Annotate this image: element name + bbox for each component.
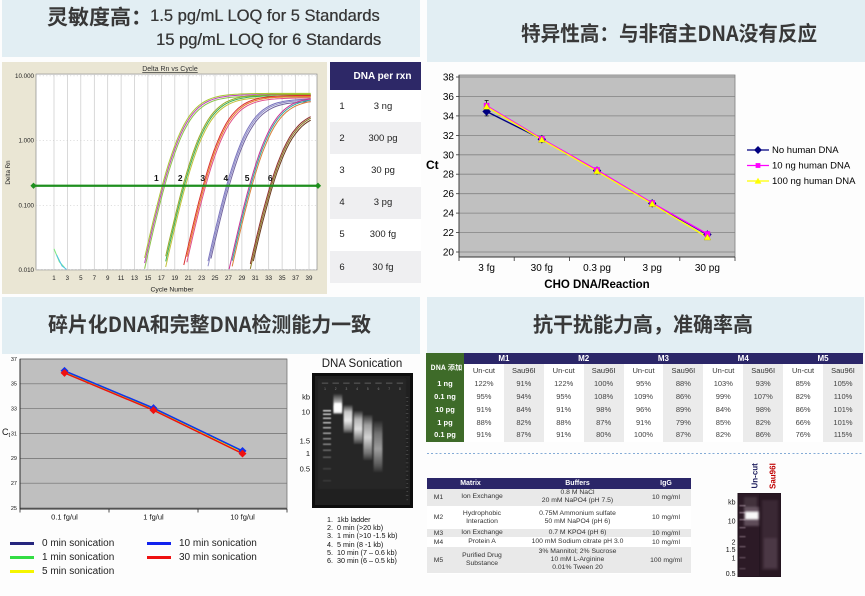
- svg-text:10 fg/ul: 10 fg/ul: [230, 513, 255, 522]
- svg-text:1.5: 1.5: [300, 437, 310, 446]
- svg-text:Cycle Number: Cycle Number: [151, 286, 195, 293]
- svg-text:1.000: 1.000: [19, 138, 35, 145]
- svg-text:1: 1: [306, 449, 310, 458]
- svg-text:4: 4: [356, 387, 358, 391]
- svg-text:29: 29: [11, 456, 17, 462]
- svg-text:34: 34: [443, 111, 455, 122]
- svg-text:4: 4: [224, 173, 229, 183]
- svg-text:1: 1: [732, 556, 736, 563]
- svg-text:5: 5: [245, 173, 250, 183]
- svg-text:1: 1: [324, 387, 326, 391]
- svg-text:25: 25: [11, 506, 17, 512]
- svg-text:CHO DNA/Reaction: CHO DNA/Reaction: [544, 279, 649, 291]
- svg-text:17: 17: [158, 275, 165, 282]
- svg-text:23: 23: [198, 275, 205, 282]
- svg-text:35: 35: [11, 382, 17, 388]
- svg-text:100 ng human DNA: 100 ng human DNA: [772, 176, 856, 187]
- svg-text:3: 3: [66, 275, 70, 282]
- svg-text:0.100: 0.100: [19, 202, 35, 209]
- svg-text:0.1 fg/ul: 0.1 fg/ul: [51, 513, 78, 522]
- svg-text:Delta Rn vs Cycle: Delta Rn vs Cycle: [142, 66, 198, 73]
- svg-text:Sau96I: Sau96I: [769, 463, 778, 489]
- svg-text:13: 13: [131, 275, 138, 282]
- svg-text:27: 27: [225, 275, 232, 282]
- svg-text:Ct: Ct: [2, 427, 11, 439]
- svg-text:1: 1: [52, 275, 56, 282]
- svg-text:8: 8: [399, 387, 401, 391]
- svg-text:26: 26: [443, 189, 455, 200]
- svg-text:20: 20: [443, 248, 455, 259]
- svg-text:2: 2: [178, 173, 183, 183]
- svg-text:3: 3: [346, 387, 348, 391]
- svg-text:29: 29: [238, 275, 245, 282]
- svg-text:10: 10: [728, 519, 736, 526]
- svg-text:0.010: 0.010: [19, 267, 35, 274]
- svg-text:5: 5: [367, 387, 369, 391]
- svg-text:Un-cut: Un-cut: [751, 463, 760, 489]
- svg-text:10 ng human DNA: 10 ng human DNA: [772, 161, 851, 172]
- svg-text:30: 30: [443, 150, 455, 161]
- svg-text:1: 1: [154, 173, 159, 183]
- svg-text:6: 6: [378, 387, 380, 391]
- svg-text:37: 37: [11, 357, 17, 363]
- svg-text:kb: kb: [728, 500, 736, 507]
- svg-text:6: 6: [268, 173, 273, 183]
- svg-text:28: 28: [443, 170, 455, 181]
- svg-text:0.3 pg: 0.3 pg: [583, 263, 611, 274]
- svg-text:25: 25: [212, 275, 219, 282]
- svg-text:21: 21: [185, 275, 192, 282]
- svg-text:Ct: Ct: [426, 158, 439, 172]
- svg-text:9: 9: [106, 275, 110, 282]
- svg-text:3 pg: 3 pg: [642, 263, 661, 274]
- svg-text:5: 5: [79, 275, 83, 282]
- svg-text:33: 33: [265, 275, 272, 282]
- svg-text:15: 15: [144, 275, 151, 282]
- svg-text:kb: kb: [302, 393, 310, 402]
- svg-text:31: 31: [252, 275, 259, 282]
- svg-text:31: 31: [11, 431, 17, 437]
- svg-text:30 pg: 30 pg: [695, 263, 720, 274]
- svg-text:3: 3: [200, 173, 205, 183]
- svg-text:2: 2: [335, 387, 337, 391]
- svg-text:33: 33: [11, 407, 17, 413]
- svg-text:DNA Sonication: DNA Sonication: [322, 358, 403, 370]
- svg-text:0.5: 0.5: [726, 571, 736, 578]
- svg-text:1 fg/ul: 1 fg/ul: [143, 513, 164, 522]
- svg-text:3 fg: 3 fg: [478, 263, 495, 274]
- svg-text:1.5: 1.5: [726, 547, 736, 554]
- svg-text:10.000: 10.000: [15, 73, 34, 80]
- svg-text:0.5: 0.5: [300, 465, 310, 474]
- svg-text:7: 7: [388, 387, 390, 391]
- svg-text:Delta Rn: Delta Rn: [5, 160, 12, 185]
- svg-text:39: 39: [306, 275, 313, 282]
- svg-text:19: 19: [171, 275, 178, 282]
- svg-text:32: 32: [443, 131, 455, 142]
- svg-text:38: 38: [443, 73, 455, 84]
- svg-text:27: 27: [11, 481, 17, 487]
- svg-text:24: 24: [443, 209, 455, 220]
- svg-text:36: 36: [443, 92, 455, 103]
- svg-text:22: 22: [443, 228, 455, 239]
- svg-text:No human DNA: No human DNA: [772, 145, 839, 156]
- svg-text:2: 2: [732, 540, 736, 547]
- svg-text:10: 10: [302, 408, 310, 417]
- svg-text:30 fg: 30 fg: [531, 263, 553, 274]
- svg-text:11: 11: [118, 275, 125, 282]
- svg-text:35: 35: [279, 275, 286, 282]
- svg-text:7: 7: [93, 275, 97, 282]
- svg-text:37: 37: [292, 275, 299, 282]
